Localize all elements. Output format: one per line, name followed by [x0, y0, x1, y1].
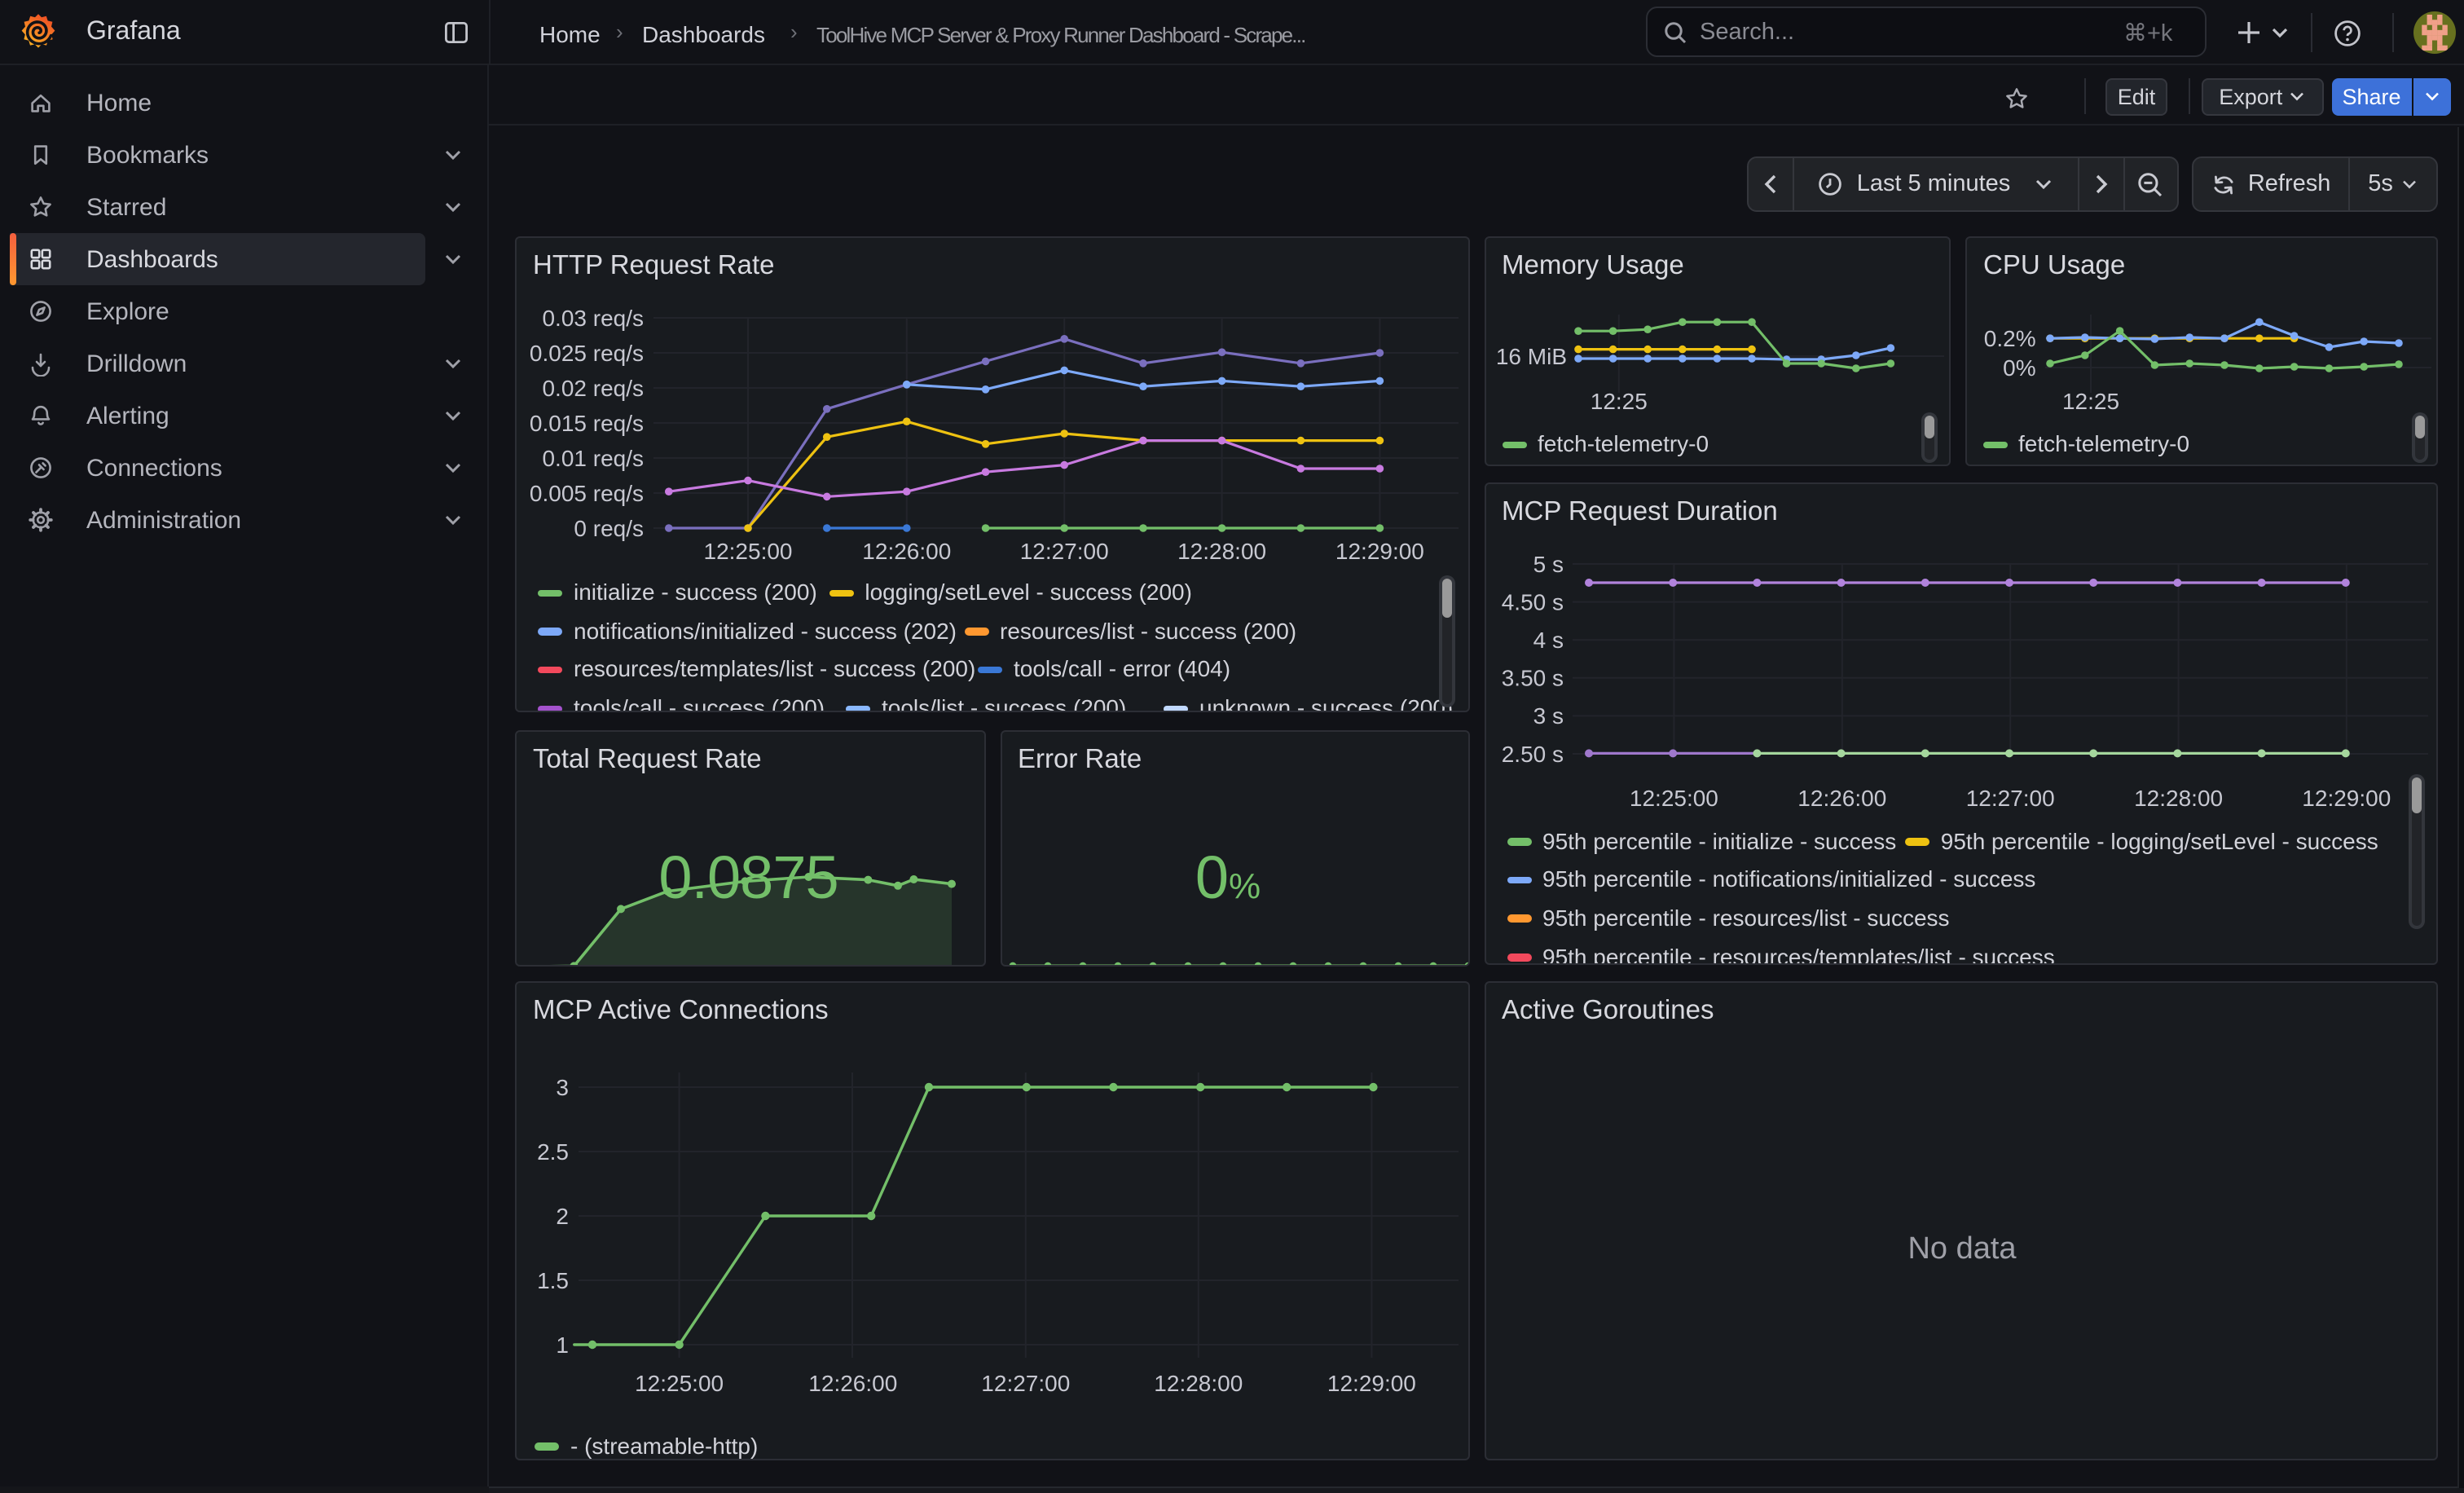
svg-text:12:28:00: 12:28:00: [1154, 1371, 1243, 1396]
svg-text:12:25: 12:25: [2062, 389, 2119, 414]
svg-text:12:29:00: 12:29:00: [1327, 1371, 1416, 1396]
svg-text:4 s: 4 s: [1533, 628, 1563, 653]
svg-text:12:26:00: 12:26:00: [808, 1371, 897, 1396]
svg-text:12:25:00: 12:25:00: [704, 539, 793, 564]
svg-text:12:27:00: 12:27:00: [981, 1371, 1070, 1396]
svg-text:12:25:00: 12:25:00: [635, 1371, 724, 1396]
svg-text:0%: 0%: [2003, 355, 2035, 381]
svg-text:16 MiB: 16 MiB: [1495, 344, 1566, 369]
svg-text:0.005 req/s: 0.005 req/s: [530, 481, 644, 506]
svg-text:12:27:00: 12:27:00: [1020, 539, 1109, 564]
svg-text:12:28:00: 12:28:00: [2133, 786, 2222, 811]
svg-text:3 s: 3 s: [1533, 703, 1563, 729]
svg-text:12:26:00: 12:26:00: [862, 539, 951, 564]
svg-text:2: 2: [556, 1204, 569, 1229]
svg-text:3: 3: [556, 1075, 569, 1100]
svg-text:0.03 req/s: 0.03 req/s: [542, 306, 644, 331]
svg-text:12:27:00: 12:27:00: [1965, 786, 2054, 811]
svg-text:0.02 req/s: 0.02 req/s: [542, 376, 644, 401]
svg-text:1.5: 1.5: [537, 1268, 569, 1293]
svg-text:12:25:00: 12:25:00: [1629, 786, 1718, 811]
svg-text:4.50 s: 4.50 s: [1501, 589, 1563, 614]
svg-text:0.015 req/s: 0.015 req/s: [530, 411, 644, 436]
svg-text:12:26:00: 12:26:00: [1797, 786, 1885, 811]
svg-text:2.5: 2.5: [537, 1139, 569, 1165]
svg-text:12:25: 12:25: [1590, 389, 1647, 414]
svg-text:0 req/s: 0 req/s: [574, 516, 644, 541]
svg-text:12:29:00: 12:29:00: [1335, 539, 1424, 564]
svg-text:0.025 req/s: 0.025 req/s: [530, 341, 644, 366]
svg-text:2.50 s: 2.50 s: [1501, 742, 1563, 767]
svg-text:12:28:00: 12:28:00: [1177, 539, 1266, 564]
svg-text:1: 1: [556, 1332, 569, 1358]
svg-text:0.01 req/s: 0.01 req/s: [542, 446, 644, 471]
svg-text:5 s: 5 s: [1533, 552, 1563, 577]
svg-text:0.2%: 0.2%: [1984, 326, 2036, 351]
svg-text:3.50 s: 3.50 s: [1501, 666, 1563, 691]
svg-text:12:29:00: 12:29:00: [2301, 786, 2390, 811]
